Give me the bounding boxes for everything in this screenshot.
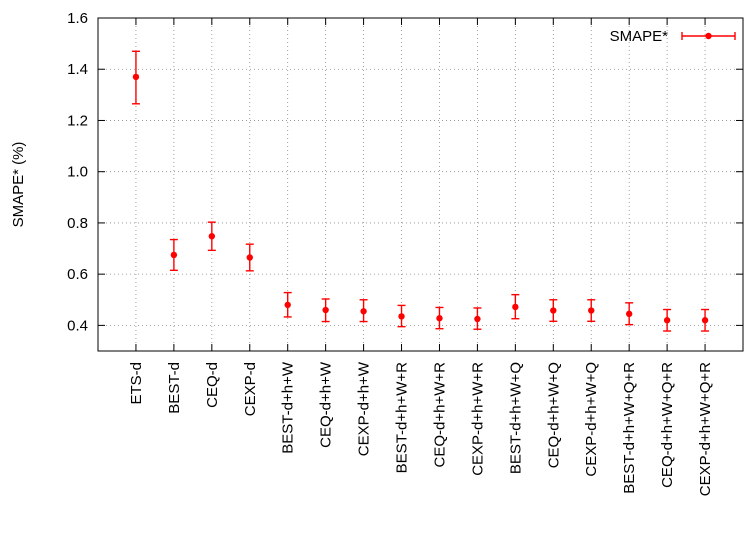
data-point bbox=[246, 254, 253, 261]
x-tick-label: CEXP-d+h+W+R bbox=[469, 362, 486, 476]
x-tick-label: BEST-d bbox=[166, 362, 183, 414]
grid-lines bbox=[98, 18, 743, 351]
data-point bbox=[284, 301, 291, 309]
data-point bbox=[322, 306, 329, 314]
x-tick-label: CEQ-d+h+W+R bbox=[431, 362, 448, 468]
x-tick-label: BEST-d+h+W bbox=[280, 361, 297, 454]
data-point bbox=[170, 251, 178, 259]
data-point bbox=[132, 73, 140, 81]
data-point bbox=[208, 233, 216, 240]
axis-ticks bbox=[98, 17, 743, 351]
data-point-group bbox=[131, 50, 140, 105]
data-point-group bbox=[321, 298, 330, 323]
data-point-group bbox=[207, 221, 216, 252]
data-point-group bbox=[245, 243, 254, 272]
y-axis-label: SMAPE* (%) bbox=[10, 142, 27, 228]
x-tick-label: BEST-d+h+W+Q+R bbox=[621, 362, 638, 494]
y-tick-label: 1.0 bbox=[67, 164, 88, 181]
data-point-group bbox=[435, 306, 444, 330]
data-point-group bbox=[587, 299, 596, 322]
data-point-group bbox=[663, 308, 672, 332]
data-point-group bbox=[473, 307, 482, 330]
legend-label: SMAPE* bbox=[610, 28, 669, 45]
data-point-group bbox=[359, 299, 368, 323]
x-tick-label: BEST-d+h+W+R bbox=[394, 362, 411, 473]
plot-frame bbox=[97, 17, 744, 352]
data-point bbox=[701, 317, 709, 324]
data-point-group bbox=[549, 299, 558, 322]
series-smape bbox=[131, 50, 710, 332]
x-tick-label: ETS-d bbox=[128, 362, 145, 405]
y-tick-label: 0.6 bbox=[67, 266, 88, 283]
data-point bbox=[474, 315, 481, 323]
data-point-group bbox=[511, 293, 520, 320]
x-tick-labels: ETS-d BEST-d CEQ-d CEXP-d BEST-d+h+W CEQ-d+h+… bbox=[128, 361, 714, 496]
y-tick-labels: 0.4 0.6 0.8 1.0 1.2 1.4 1.6 bbox=[67, 10, 88, 334]
data-point-group bbox=[701, 308, 710, 332]
legend: SMAPE* bbox=[610, 28, 736, 45]
x-tick-label: CEXP-d bbox=[242, 362, 259, 416]
legend-sample bbox=[681, 32, 736, 40]
y-tick-label: 0.4 bbox=[67, 317, 88, 334]
data-point bbox=[550, 307, 557, 314]
data-point-group bbox=[625, 302, 634, 326]
y-tick-label: 1.4 bbox=[67, 61, 88, 78]
x-tick-label: CEQ-d+h+W+Q+R bbox=[659, 362, 676, 488]
x-tick-label: CEXP-d+h+W+Q bbox=[583, 362, 600, 477]
data-point-group bbox=[283, 291, 292, 318]
y-tick-label: 1.6 bbox=[67, 10, 88, 27]
data-point-group bbox=[169, 238, 178, 272]
data-point bbox=[663, 317, 671, 324]
x-tick-label: CEXP-d+h+W bbox=[356, 361, 373, 456]
data-point bbox=[512, 303, 519, 311]
x-tick-label: CEQ-d bbox=[204, 362, 221, 408]
data-point bbox=[360, 308, 367, 315]
x-tick-label: CEQ-d+h+W+Q bbox=[545, 362, 562, 468]
data-point bbox=[398, 313, 405, 320]
data-point bbox=[436, 315, 443, 322]
x-tick-label: CEXP-d+h+W+Q+R bbox=[697, 362, 714, 496]
data-point bbox=[625, 310, 633, 318]
legend-marker bbox=[705, 32, 712, 40]
data-point-group bbox=[397, 304, 406, 328]
y-tick-label: 0.8 bbox=[67, 215, 88, 232]
data-point bbox=[588, 307, 595, 314]
x-tick-label: CEQ-d+h+W bbox=[318, 361, 335, 448]
y-tick-label: 1.2 bbox=[67, 112, 88, 129]
x-tick-label: BEST-d+h+W+Q bbox=[507, 362, 524, 474]
